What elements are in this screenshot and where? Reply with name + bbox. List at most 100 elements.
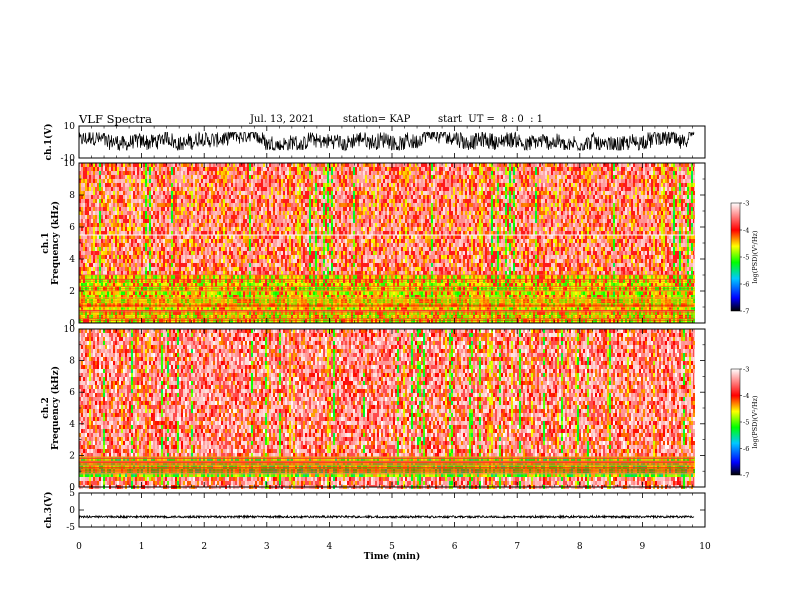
spectrogram-cell xyxy=(239,219,241,223)
spectrogram-cell xyxy=(277,211,279,215)
spectrogram-cell xyxy=(299,263,301,267)
spectrogram-cell xyxy=(297,255,299,259)
spectrogram-cell xyxy=(119,283,121,287)
spectrogram-cell xyxy=(355,223,357,227)
spectrogram-cell xyxy=(237,259,239,263)
spectrogram-cell xyxy=(361,215,363,219)
spectrogram-cell xyxy=(229,307,231,311)
spectrogram-cell xyxy=(193,175,195,179)
spectrogram-cell xyxy=(267,191,269,195)
spectrogram-cell xyxy=(101,291,103,295)
spectrogram-cell xyxy=(335,163,337,167)
spectrogram-cell xyxy=(313,199,315,203)
spectrogram-cell xyxy=(169,239,171,243)
spectrogram-cell xyxy=(317,231,319,235)
spectrogram-cell xyxy=(261,247,263,251)
spectrogram-cell xyxy=(307,207,309,211)
spectrogram-cell xyxy=(197,223,199,227)
spectrogram-cell xyxy=(143,167,145,171)
spectrogram-cell xyxy=(193,211,195,215)
spectrogram-cell xyxy=(345,291,347,295)
spectrogram-cell xyxy=(259,179,261,183)
spectrogram-cell xyxy=(257,263,259,267)
spectrogram-cell xyxy=(113,247,115,251)
spectrogram-cell xyxy=(157,163,159,167)
y-tick-label: -10 xyxy=(61,154,76,164)
spectrogram-cell xyxy=(127,307,129,311)
spectrogram-cell xyxy=(159,199,161,203)
spectrogram-cell xyxy=(269,307,271,311)
spectrogram-cell xyxy=(229,275,231,279)
spectrogram-cell xyxy=(183,203,185,207)
spectrogram-cell xyxy=(343,283,345,287)
spectrogram-cell xyxy=(365,235,367,239)
spectrogram-cell xyxy=(241,311,243,315)
spectrogram-cell xyxy=(103,235,105,239)
spectrogram-cell xyxy=(103,275,105,279)
spectrogram-cell xyxy=(231,291,233,295)
spectrogram-cell xyxy=(125,267,127,271)
spectrogram-cell xyxy=(207,195,209,199)
spectrogram-cell xyxy=(177,255,179,259)
spectrogram-cell xyxy=(139,179,141,183)
spectrogram-cell xyxy=(317,259,319,263)
spectrogram-cell xyxy=(307,215,309,219)
spectrogram-cell xyxy=(145,283,147,287)
spectrogram-cell xyxy=(181,207,183,211)
spectrogram-cell xyxy=(93,175,95,179)
spectrogram-cell xyxy=(325,199,327,203)
spectrogram-cell xyxy=(297,307,299,311)
spectrogram-cell xyxy=(85,267,87,271)
spectrogram-cell xyxy=(167,163,169,167)
spectrogram-cell xyxy=(319,231,321,235)
spectrogram-cell xyxy=(367,259,369,263)
spectrogram-cell xyxy=(337,175,339,179)
spectrogram-cell xyxy=(105,267,107,271)
spectrogram-cell xyxy=(341,247,343,251)
spectrogram-cell xyxy=(179,275,181,279)
spectrogram-cell xyxy=(97,175,99,179)
spectrogram-cell xyxy=(341,295,343,299)
spectrogram-cell xyxy=(171,275,173,279)
spectrogram-cell xyxy=(349,163,351,167)
spectrogram-cell xyxy=(95,247,97,251)
spectrogram-cell xyxy=(95,207,97,211)
spectrogram-cell xyxy=(175,179,177,183)
spectrogram-cell xyxy=(107,195,109,199)
spectrogram-cell xyxy=(243,243,245,247)
spectrogram-cell xyxy=(151,219,153,223)
spectrogram-cell xyxy=(241,203,243,207)
spectrogram-cell xyxy=(267,275,269,279)
spectrogram-cell xyxy=(109,167,111,171)
spectrogram-cell xyxy=(337,275,339,279)
spectrogram-cell xyxy=(225,191,227,195)
spectrogram-cell xyxy=(133,255,135,259)
spectrogram-cell xyxy=(267,227,269,231)
spectrogram-cell xyxy=(239,211,241,215)
spectrogram-cell xyxy=(249,187,251,191)
spectrogram-cell xyxy=(311,163,313,167)
spectrogram-cell xyxy=(255,243,257,247)
spectrogram-cell xyxy=(159,227,161,231)
spectrogram-cell xyxy=(257,283,259,287)
spectrogram-cell xyxy=(245,223,247,227)
spectrogram-cell xyxy=(267,263,269,267)
spectrogram-cell xyxy=(325,175,327,179)
spectrogram-cell xyxy=(171,319,173,323)
spectrogram-cell xyxy=(191,291,193,295)
spectrogram-cell xyxy=(331,179,333,183)
spectrogram-cell xyxy=(329,319,331,323)
spectrogram-cell xyxy=(191,311,193,315)
spectrogram-cell xyxy=(165,207,167,211)
spectrogram-cell xyxy=(151,295,153,299)
spectrogram-cell xyxy=(239,183,241,187)
spectrogram-cell xyxy=(295,179,297,183)
spectrogram-cell xyxy=(153,227,155,231)
spectrogram-cell xyxy=(171,183,173,187)
spectrogram-cell xyxy=(311,319,313,323)
spectrogram-cell xyxy=(259,243,261,247)
spectrogram-cell xyxy=(347,211,349,215)
spectrogram-cell xyxy=(227,167,229,171)
spectrogram-cell xyxy=(101,267,103,271)
spectrogram-cell xyxy=(219,191,221,195)
